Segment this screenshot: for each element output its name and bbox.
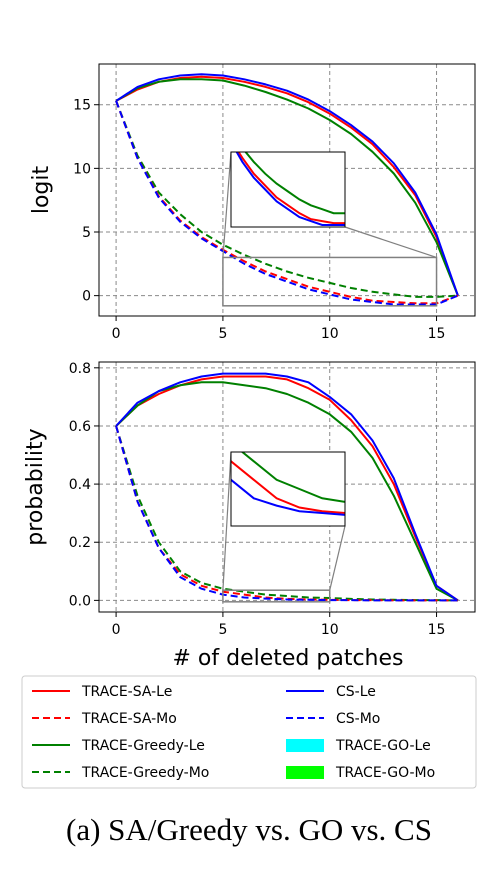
legend-label: CS-Le [336,684,376,700]
y-tick-label: 5 [82,225,91,241]
y-tick-label: 0.4 [69,477,91,493]
inset-series-group [231,452,345,516]
series-trace-greedy-le [115,78,459,296]
y-tick-label: 0.2 [69,535,91,551]
inset-border [230,151,346,228]
y-tick-label: 0 [82,289,91,305]
legend-label: CS-Mo [336,711,380,727]
legend-item: TRACE-Greedy-Le [32,738,205,754]
inset-series-trace-greedy-mo [240,452,345,503]
zoom-connector [222,451,232,591]
legend: TRACE-SA-Le TRACE-SA-Mo TRACE-Greedy-Le TRA… [21,675,477,789]
inset-series-group [235,152,345,226]
x-tick-label: 0 [112,326,121,342]
series-cs-le [115,372,459,602]
x-tick-label: 10 [321,622,339,638]
x-tick-label: 0 [112,622,121,638]
y-axis-label: logit [29,165,54,214]
axes-frame [98,361,476,613]
x-tick-label: 10 [321,326,339,342]
y-tick-label: 0.8 [69,361,91,377]
legend-item: TRACE-SA-Mo [32,711,177,727]
probability-chart: 0 5 10 15 0.0 0.2 0.4 0.6 0.8 probability [23,361,476,638]
legend-swatch [286,766,324,779]
inset-frame [230,151,346,228]
series-trace-greedy-le [115,381,459,602]
series-group [115,372,459,602]
y-tick-label: 0.6 [69,419,91,435]
inset-frame [230,451,346,527]
legend-item: CS-Mo [286,711,380,727]
y-axis-label: probability [23,428,48,545]
inset-series-trace-greedy-mo [244,152,345,215]
series-cs-mo [115,100,459,306]
inset-series-trace-sa-mo [237,152,345,225]
legend-item: TRACE-Greedy-Mo [32,765,209,781]
legend-label: TRACE-SA-Mo [81,711,177,727]
logit-chart: 0 5 10 15 0 5 10 15 logit [29,63,476,342]
inset-series-trace-sa-mo [231,459,345,515]
zoom-connector [222,151,232,258]
legend-frame [21,675,477,789]
zoom-connector [344,226,437,259]
figure-caption: (a) SA/Greedy vs. GO vs. CS [66,812,432,847]
y-tick-label: 0.0 [69,593,91,609]
x-tick-label: 5 [218,622,227,638]
legend-swatch [286,739,324,752]
legend-item: TRACE-GO-Mo [286,765,435,781]
x-tick-label: 15 [428,622,446,638]
legend-label: TRACE-GO-Le [335,738,431,754]
series-cs-le [115,73,459,296]
zoom-inset [230,151,346,228]
zoom-region [222,256,438,307]
legend-item: TRACE-GO-Le [286,738,431,754]
zoom-inset [230,451,346,527]
series-group [115,73,459,306]
series-trace-greedy-mo [115,100,458,298]
legend-label: TRACE-Greedy-Le [81,738,205,754]
legend-item: CS-Le [286,684,376,700]
zoom-connector [329,525,346,591]
zoom-region [222,589,331,603]
y-tick-label: 15 [73,98,91,114]
legend-label: TRACE-Greedy-Mo [81,765,209,781]
inset-border [230,451,346,527]
legend-item: TRACE-SA-Le [32,684,172,700]
x-tick-label: 15 [428,326,446,342]
legend-label: TRACE-GO-Mo [335,765,435,781]
x-tick-label: 5 [218,326,227,342]
y-tick-label: 10 [73,161,91,177]
inset-series-cs-mo [231,477,345,516]
series-cs-mo [115,425,458,602]
x-axis-label: # of deleted patches [173,646,404,671]
axes-frame [98,63,476,317]
legend-label: TRACE-SA-Le [81,684,172,700]
inset-series-cs-mo [235,152,345,226]
